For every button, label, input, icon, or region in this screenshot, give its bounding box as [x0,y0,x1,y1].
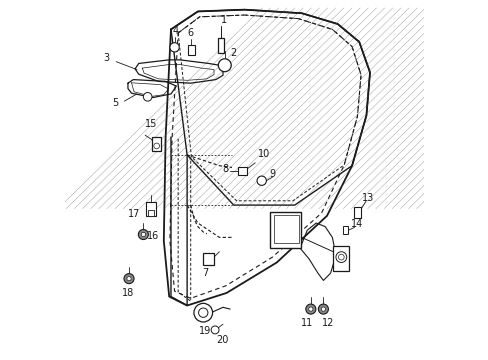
Circle shape [308,307,312,311]
Text: 6: 6 [187,28,193,38]
Text: 1: 1 [221,15,226,25]
Bar [152,137,161,151]
Circle shape [141,232,145,237]
Bar [274,215,299,243]
Circle shape [143,93,152,101]
Circle shape [335,252,346,262]
Bar [270,212,301,248]
Circle shape [211,326,219,334]
Text: 3: 3 [103,53,109,63]
Text: 12: 12 [321,319,333,328]
Circle shape [126,276,131,281]
Bar [145,202,155,216]
Text: 14: 14 [350,219,363,229]
Text: 15: 15 [145,120,157,129]
Bar [203,253,214,265]
Circle shape [338,254,344,260]
Text: 19: 19 [199,325,211,336]
Circle shape [198,308,207,318]
Bar [218,39,224,53]
Text: 10: 10 [258,149,270,159]
Circle shape [169,42,179,52]
Text: 9: 9 [269,168,275,179]
Bar [342,226,348,234]
Bar [333,246,349,271]
Text: 13: 13 [361,193,373,203]
Text: 5: 5 [112,98,118,108]
Circle shape [218,59,231,72]
Text: 17: 17 [128,209,141,219]
Circle shape [124,274,134,284]
Circle shape [153,143,159,149]
Circle shape [138,229,148,239]
Circle shape [194,303,212,322]
Text: 18: 18 [122,288,134,298]
Text: 16: 16 [147,231,159,241]
Circle shape [318,304,328,314]
Bar [353,207,361,218]
Text: 2: 2 [230,48,236,58]
Text: 11: 11 [301,319,313,328]
Circle shape [305,304,315,314]
Circle shape [257,176,266,185]
Text: 8: 8 [222,164,228,174]
Text: 20: 20 [216,335,228,345]
Bar [238,167,247,175]
Text: 7: 7 [202,267,208,278]
Bar [188,45,194,55]
Text: 4: 4 [172,26,178,36]
Bar [147,210,154,216]
Circle shape [321,307,325,311]
